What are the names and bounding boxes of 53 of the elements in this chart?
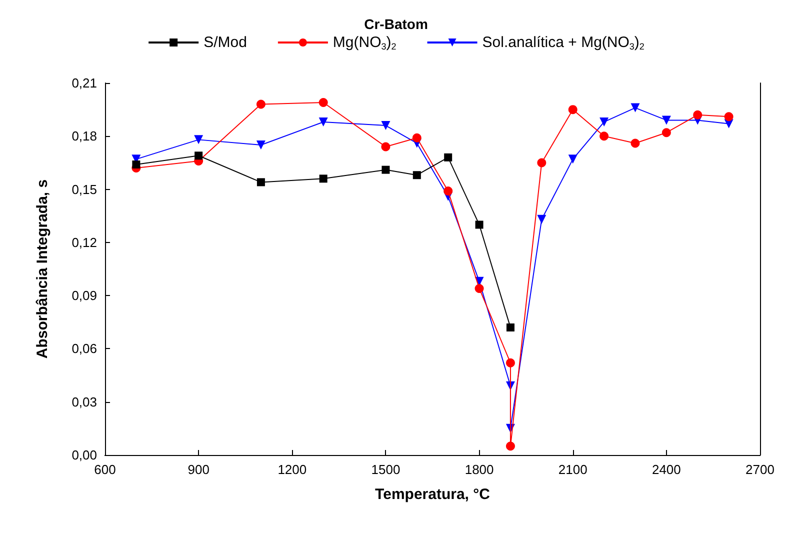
point [474,284,484,293]
point [506,358,515,368]
x-tick-label: 2100 [558,462,588,477]
x-tick-label: 900 [188,462,210,477]
point [256,140,266,150]
point [662,116,671,125]
point [600,132,609,141]
legend-label: S/Mod [204,34,247,51]
x-axis-title: Temperatura, °C [375,486,490,503]
x-tick-label: 600 [94,462,116,477]
y-tick-label: 0,21 [72,76,97,90]
point [194,135,204,144]
x-tick-label: 1800 [464,462,494,477]
point [381,121,390,130]
point [506,442,515,451]
y-tick-label: 0,03 [72,394,97,410]
point [537,214,546,224]
y-tick-label: 0,09 [72,288,97,304]
point [256,178,265,186]
point [506,323,514,332]
x-tick-label: 2700 [746,462,774,477]
chart-title: Cr-Batom [364,16,428,32]
y-axis-title: Absorbância Integrada, s [34,179,51,359]
point [381,142,390,152]
point [724,112,734,122]
x-tick-label: 2400 [652,462,681,477]
point [444,153,452,162]
point [630,138,640,148]
point [318,117,328,126]
y-tick-label: 0,15 [72,182,97,197]
point [382,166,390,174]
point [132,160,140,168]
point [194,152,203,160]
point [568,154,578,164]
point [319,174,328,183]
x-tick-label: 1500 [371,462,400,477]
point [444,186,453,196]
point [568,105,578,114]
point [318,98,328,107]
point [412,171,421,180]
point [600,117,609,126]
y-tick-label: 0,00 [72,448,97,462]
point [662,128,671,138]
y-tick-label: 0,18 [72,128,97,144]
point [537,158,546,168]
point [412,133,422,142]
point [693,110,702,120]
point [475,220,484,229]
point [256,100,266,109]
y-tick-label: 0,12 [72,234,97,250]
x-tick-label: 1200 [278,462,307,477]
point [630,103,640,112]
y-tick-label: 0,06 [72,341,97,356]
